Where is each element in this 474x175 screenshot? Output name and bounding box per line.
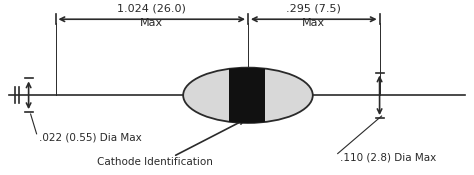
- Text: Cathode Identification: Cathode Identification: [97, 158, 213, 167]
- Text: 1.024 (26.0): 1.024 (26.0): [117, 3, 186, 13]
- Bar: [229, 68, 247, 123]
- Text: Max: Max: [140, 18, 164, 28]
- Text: Max: Max: [302, 18, 325, 28]
- Text: .022 (0.55) Dia Max: .022 (0.55) Dia Max: [38, 133, 141, 143]
- Text: .110 (2.8) Dia Max: .110 (2.8) Dia Max: [340, 153, 436, 163]
- Text: .295 (7.5): .295 (7.5): [286, 3, 341, 13]
- Ellipse shape: [183, 68, 313, 123]
- Bar: [247, 68, 265, 123]
